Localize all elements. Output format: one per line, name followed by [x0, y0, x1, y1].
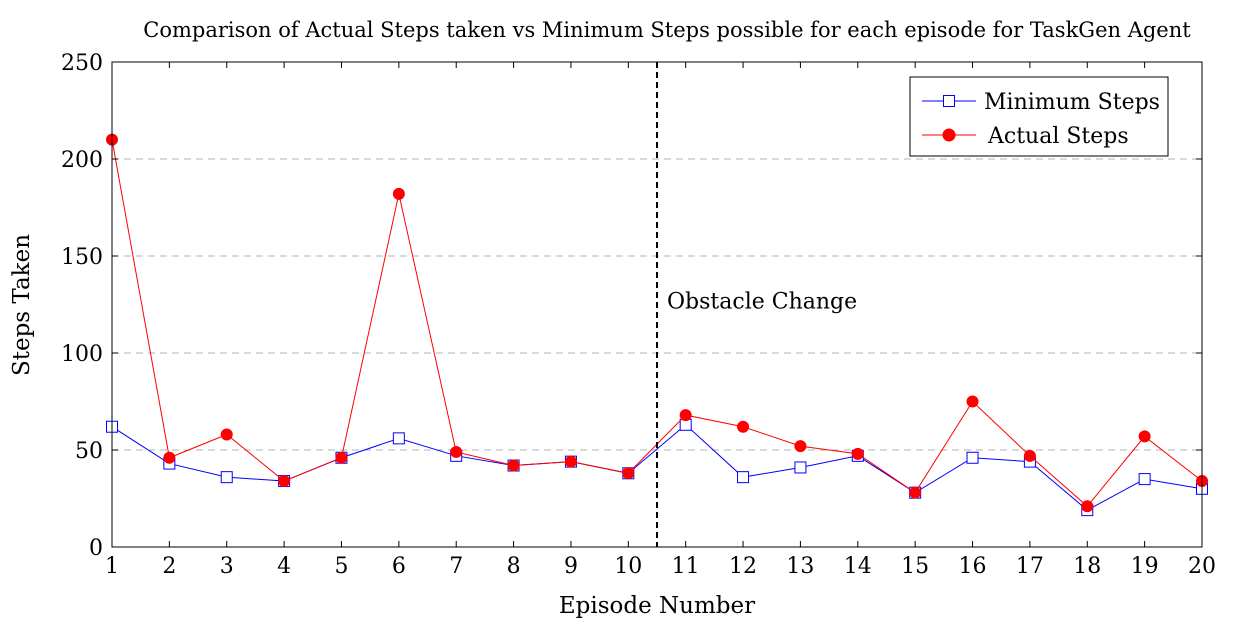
- y-axis-label: Steps Taken: [9, 234, 35, 376]
- point-actual-steps-4: [278, 475, 291, 488]
- point-actual-steps-6: [392, 187, 405, 200]
- point-actual-steps-9: [564, 455, 577, 468]
- legend-label-minimum-steps: Minimum Steps: [984, 90, 1160, 115]
- x-axis-label: Episode Number: [559, 593, 755, 619]
- point-actual-steps-11: [679, 409, 692, 422]
- point-actual-steps-17: [1023, 449, 1036, 462]
- x-tick-label-4: 4: [277, 554, 291, 579]
- x-tick-label-11: 11: [672, 554, 700, 579]
- point-actual-steps-13: [794, 440, 807, 453]
- x-tick-label-6: 6: [392, 554, 406, 579]
- point-minimum-steps-16: [966, 451, 979, 464]
- point-minimum-steps-19: [1138, 473, 1151, 486]
- x-tick-label-7: 7: [449, 554, 463, 579]
- x-tick-label-3: 3: [220, 554, 234, 579]
- point-actual-steps-12: [737, 420, 750, 433]
- legend: Minimum Steps Actual Steps: [909, 76, 1169, 157]
- legend-box: [909, 76, 1169, 157]
- point-actual-steps-5: [335, 451, 348, 464]
- point-actual-steps-7: [450, 445, 463, 458]
- x-tick-label-14: 14: [844, 554, 872, 579]
- point-actual-steps-18: [1081, 500, 1094, 513]
- x-tick-label-17: 17: [1016, 554, 1044, 579]
- x-tick-label-9: 9: [564, 554, 578, 579]
- point-actual-steps-3: [220, 428, 233, 441]
- annotations: Obstacle Change: [656, 62, 857, 547]
- plot-area: [106, 133, 1208, 517]
- x-tick-label-1: 1: [105, 554, 119, 579]
- x-tick-label-2: 2: [162, 554, 176, 579]
- x-tick-label-20: 20: [1188, 554, 1216, 579]
- x-tick-label-19: 19: [1131, 554, 1159, 579]
- x-tick-label-18: 18: [1073, 554, 1101, 579]
- y-tick-label-50: 50: [75, 439, 103, 464]
- y-tick-label-200: 200: [61, 148, 103, 173]
- point-minimum-steps-13: [794, 461, 807, 474]
- point-actual-steps-10: [622, 467, 635, 480]
- legend-marker-actual-steps: [942, 128, 956, 142]
- point-minimum-steps-6: [392, 432, 405, 445]
- x-tick-label-16: 16: [959, 554, 987, 579]
- point-actual-steps-8: [507, 459, 520, 472]
- x-tick-label-13: 13: [786, 554, 814, 579]
- y-tick-label-100: 100: [61, 342, 103, 367]
- y-tick-label-250: 250: [61, 51, 103, 76]
- point-actual-steps-15: [909, 486, 922, 499]
- x-tick-label-8: 8: [507, 554, 521, 579]
- point-actual-steps-2: [163, 451, 176, 464]
- y-tick-label-0: 0: [89, 536, 103, 561]
- y-tick-label-150: 150: [61, 245, 103, 270]
- legend-marker-minimum-steps: [943, 95, 955, 107]
- x-tick-label-15: 15: [901, 554, 929, 579]
- point-actual-steps-16: [966, 395, 979, 408]
- x-tick-label-12: 12: [729, 554, 757, 579]
- chart-title: Comparison of Actual Steps taken vs Mini…: [143, 18, 1191, 42]
- legend-label-actual-steps: Actual Steps: [987, 124, 1129, 149]
- point-minimum-steps-3: [220, 471, 233, 484]
- x-tick-label-10: 10: [614, 554, 642, 579]
- annotation-label: Obstacle Change: [667, 290, 857, 315]
- x-tick-label-5: 5: [334, 554, 348, 579]
- point-actual-steps-14: [851, 447, 864, 460]
- point-minimum-steps-12: [737, 471, 750, 484]
- point-actual-steps-19: [1138, 430, 1151, 443]
